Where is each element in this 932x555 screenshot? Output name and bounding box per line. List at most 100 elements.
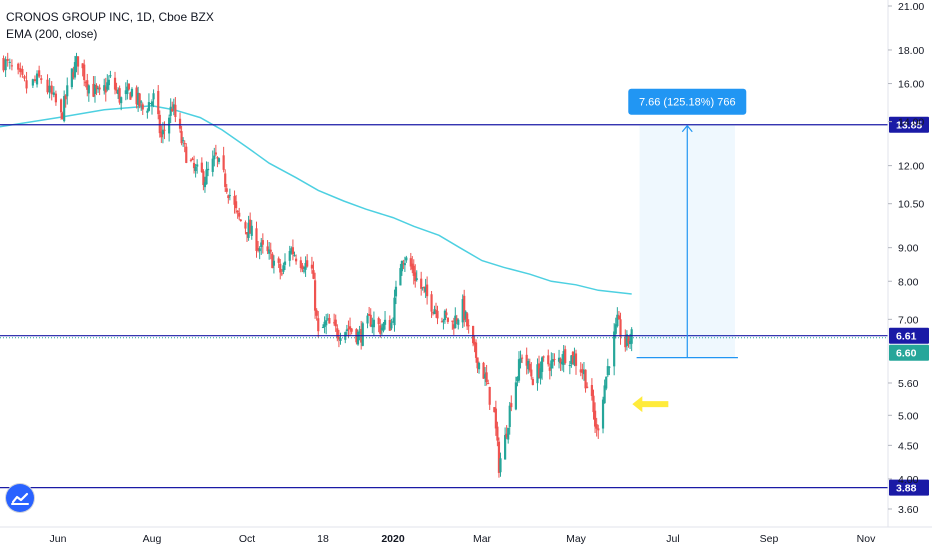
candle [630, 327, 633, 352]
candle [613, 323, 616, 376]
candle [73, 55, 77, 80]
candle [288, 245, 291, 267]
x-tick-label: Oct [239, 533, 255, 545]
candle [557, 349, 561, 369]
candle [182, 137, 185, 147]
yellow-arrow-icon[interactable] [632, 396, 669, 413]
candle [315, 308, 318, 321]
candle [412, 259, 415, 285]
candle [31, 78, 34, 89]
price-range-measure[interactable]: 7.66 (125.18%) 766 [628, 88, 747, 359]
candle [299, 256, 302, 273]
candle [291, 239, 295, 261]
candle [548, 363, 551, 380]
candle [17, 62, 20, 75]
candle [499, 452, 502, 477]
candle [239, 218, 242, 222]
candle [573, 347, 576, 367]
candle [394, 280, 398, 305]
candle [403, 256, 406, 272]
candle [109, 70, 112, 79]
ema-200-line [0, 105, 632, 295]
candle [379, 319, 382, 338]
tradingview-logo[interactable] [6, 484, 34, 512]
candle [180, 125, 183, 146]
svg-text:6.60: 6.60 [896, 348, 917, 360]
candle [174, 97, 177, 123]
candle [336, 324, 339, 342]
candle [400, 260, 403, 276]
candle [528, 358, 531, 373]
candle [290, 246, 293, 255]
candle [627, 335, 630, 348]
candle [540, 356, 544, 380]
candle [519, 350, 522, 369]
candle [436, 305, 439, 325]
candle [183, 140, 186, 153]
candle [23, 74, 26, 82]
candle [61, 111, 64, 120]
candle [205, 161, 208, 185]
candle [178, 112, 182, 133]
svg-text:3.88: 3.88 [896, 483, 917, 495]
candle [147, 93, 151, 112]
candle [514, 376, 518, 411]
candle [137, 86, 140, 112]
y-tick-label: 12.00 [898, 161, 924, 173]
candle [277, 256, 280, 268]
candle [581, 363, 584, 380]
svg-text:13.85: 13.85 [896, 120, 922, 132]
candle [75, 52, 78, 73]
x-tick-label: Sep [760, 533, 779, 545]
y-tick-label: 18.00 [898, 45, 924, 57]
measure-label: 7.66 (125.18%) 766 [639, 97, 736, 109]
indicator-title: EMA (200, close) [6, 27, 98, 41]
candle [64, 94, 67, 108]
y-tick-label: 21.00 [898, 1, 924, 13]
candle [244, 220, 247, 235]
candle [454, 307, 457, 329]
candle [93, 76, 97, 103]
candle [63, 90, 66, 123]
candle [571, 350, 575, 366]
candle [405, 255, 408, 263]
candle [21, 65, 24, 78]
candle [584, 369, 587, 393]
candle [568, 360, 571, 375]
candle [211, 150, 214, 177]
candle [194, 164, 197, 178]
candle [530, 362, 533, 380]
candle [593, 402, 597, 433]
candle [225, 184, 228, 194]
candle [497, 437, 501, 478]
candle [272, 255, 276, 274]
candle [606, 358, 609, 378]
candle [129, 91, 132, 100]
candle [487, 379, 490, 385]
candle [83, 59, 86, 87]
candle [570, 355, 573, 368]
y-tick-label: 5.60 [898, 378, 919, 390]
candle [189, 158, 193, 163]
candle [347, 320, 350, 338]
candle [25, 71, 28, 94]
candle [293, 251, 296, 257]
candle [574, 349, 578, 375]
candle [269, 242, 272, 260]
candle [380, 323, 383, 336]
candle [399, 263, 402, 286]
x-tick-label: Jul [666, 533, 679, 545]
candle [323, 316, 326, 334]
candle [146, 108, 149, 119]
candle [390, 318, 393, 331]
candle [140, 100, 143, 111]
candle [294, 254, 298, 265]
candle [245, 232, 249, 243]
candle [256, 240, 260, 253]
candle [217, 157, 221, 165]
y-tick-label: 7.00 [898, 314, 919, 326]
candle [84, 80, 87, 88]
candle [158, 110, 161, 138]
